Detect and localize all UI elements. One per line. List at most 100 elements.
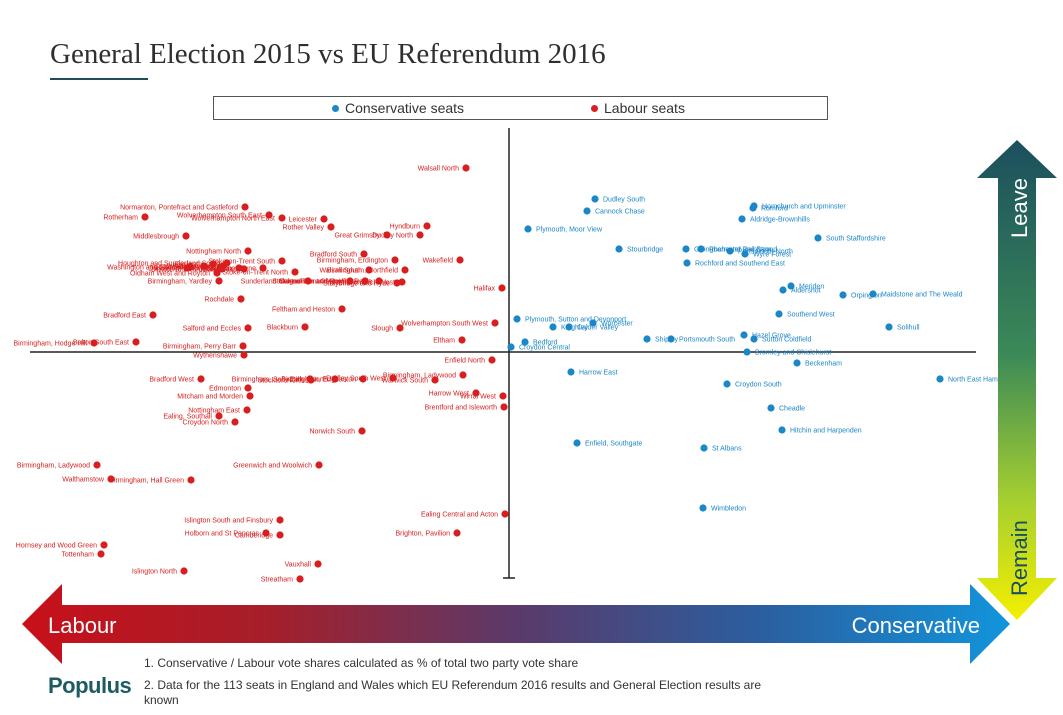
labour-point bbox=[383, 231, 391, 239]
conservative-point bbox=[565, 323, 573, 331]
labour-point bbox=[360, 250, 368, 258]
labour-point bbox=[93, 461, 101, 469]
labour-point bbox=[453, 529, 461, 537]
conservative-point bbox=[750, 335, 758, 343]
labour-point-label: Walthamstow bbox=[62, 477, 105, 484]
labour-point bbox=[100, 541, 108, 549]
labour-point bbox=[215, 412, 223, 420]
labour-point bbox=[183, 264, 191, 272]
legend-item-labour: Labour seats bbox=[591, 100, 685, 116]
labour-point-label: Croydon North bbox=[182, 420, 228, 427]
labour-point-label: Edmonton bbox=[209, 386, 241, 393]
labour-point bbox=[244, 384, 252, 392]
conservative-point-label: Cannock Chase bbox=[595, 209, 645, 216]
labour-point bbox=[237, 295, 245, 303]
labour-point bbox=[209, 260, 217, 268]
conservative-point-label: Rochester and Strood bbox=[709, 247, 777, 254]
labour-point-label: Dudley South West bbox=[326, 376, 386, 383]
conservative-point-label: Bromley and Chislehurst bbox=[755, 350, 831, 357]
footnote-2: 2. Data for the 113 seats in England and… bbox=[144, 678, 762, 707]
arrow-label-conservative: Conservative bbox=[852, 613, 980, 638]
labour-point-label: Birmingham, Yardley bbox=[148, 279, 213, 286]
legend-label-conservative: Conservative seats bbox=[345, 100, 465, 116]
labour-point-label: Brentford and Isleworth bbox=[425, 405, 497, 412]
labour-point bbox=[315, 461, 323, 469]
labour-point-label: Hyndburn bbox=[390, 224, 420, 231]
labour-point bbox=[243, 406, 251, 414]
labour-point bbox=[278, 257, 286, 265]
labour-point-label: Vauxhall bbox=[285, 562, 312, 569]
labour-point-label: Doncaster bbox=[148, 266, 181, 273]
conservative-point-label: Shipley bbox=[655, 337, 678, 344]
labour-point-label: Birmingham, Hodge Hill bbox=[13, 341, 87, 348]
labour-point bbox=[97, 550, 105, 558]
labour-point bbox=[90, 339, 98, 347]
conservative-point bbox=[726, 247, 734, 255]
labour-point-label: Nottingham East bbox=[188, 408, 240, 415]
legend-label-labour: Labour seats bbox=[604, 100, 685, 116]
conservative-point-label: Harrow East bbox=[579, 370, 618, 377]
labour-point bbox=[182, 232, 190, 240]
conservative-point bbox=[869, 290, 877, 298]
labour-point-label: Rotherham bbox=[103, 215, 138, 222]
conservative-point-label: Wimbledon bbox=[711, 506, 746, 513]
conservative-point bbox=[682, 245, 690, 253]
labour-point-label: South Shields bbox=[154, 264, 198, 271]
labour-point bbox=[231, 418, 239, 426]
conservative-point bbox=[697, 245, 705, 253]
labour-point bbox=[296, 575, 304, 583]
conservative-point bbox=[738, 215, 746, 223]
vertical-arrow-shape bbox=[977, 140, 1057, 620]
labour-point-label: Oldham West and Royton bbox=[130, 271, 210, 278]
labour-point-label: Norwich South bbox=[309, 429, 355, 436]
conservative-point bbox=[591, 195, 599, 203]
labour-point bbox=[240, 351, 248, 359]
labour-point bbox=[246, 392, 254, 400]
labour-point-label: Stoke-on-Trent South bbox=[208, 259, 275, 266]
chart-title: General Election 2015 vs EU Referendum 2… bbox=[50, 38, 606, 70]
conservative-point bbox=[839, 291, 847, 299]
conservative-point-label: Solihull bbox=[897, 325, 920, 332]
labour-point-label: Bolton South East bbox=[73, 340, 129, 347]
conservative-point-label: Sutton Coldfield bbox=[762, 337, 812, 344]
labour-point-label: Feltham and Heston bbox=[272, 307, 335, 314]
labour-point-label: Middlesbrough bbox=[133, 234, 179, 241]
conservative-point-label: Maidstone and The Weald bbox=[881, 292, 963, 299]
labour-point-label: Eltham bbox=[433, 338, 455, 345]
labour-point-label: Camberidge bbox=[235, 533, 273, 540]
labour-point bbox=[500, 403, 508, 411]
conservative-point-label: Wyre Forest bbox=[753, 252, 791, 259]
labour-point bbox=[244, 247, 252, 255]
labour-point-label: Wakefield bbox=[423, 258, 454, 265]
legend: Conservative seats Labour seats bbox=[213, 96, 828, 120]
labour-point-label: Stoke-on-Trent North bbox=[223, 270, 289, 277]
conservative-point-label: South Staffordshire bbox=[826, 236, 886, 243]
labour-point-label: Streatham bbox=[261, 577, 293, 584]
conservative-point bbox=[779, 286, 787, 294]
conservative-point-label: Aldridge-Brownhills bbox=[750, 217, 810, 224]
conservative-point-label: Dudley South bbox=[603, 197, 645, 204]
labour-point bbox=[365, 266, 373, 274]
labour-point-label: Birmingham, Perry Barr bbox=[163, 344, 237, 351]
labour-point bbox=[265, 211, 273, 219]
labour-point-label: West Bromwich West bbox=[329, 280, 395, 287]
conservative-point-label: Beckenham bbox=[805, 361, 842, 368]
conservative-point bbox=[775, 310, 783, 318]
labour-point-label: Greenwich and Woolwich bbox=[233, 463, 312, 470]
labour-point bbox=[213, 269, 221, 277]
conservative-point-label: Keighley bbox=[561, 325, 588, 332]
labour-point-label: Walsall North bbox=[418, 166, 459, 173]
labour-point-label: Birmingham, Ladywood bbox=[383, 373, 456, 380]
labour-point bbox=[361, 277, 369, 285]
labour-point-label: Leicester bbox=[289, 217, 318, 224]
labour-point-label: Walsall South bbox=[319, 268, 362, 275]
labour-point bbox=[141, 213, 149, 221]
labour-point-label: Wolverhampton North East bbox=[191, 216, 275, 223]
labour-point-label: Islington North bbox=[132, 569, 177, 576]
labour-point bbox=[398, 278, 406, 286]
labour-point-label: Dagenham and Rainham bbox=[280, 279, 358, 286]
conservative-point-label: Portsmouth South bbox=[679, 337, 735, 344]
conservative-point bbox=[549, 323, 557, 331]
